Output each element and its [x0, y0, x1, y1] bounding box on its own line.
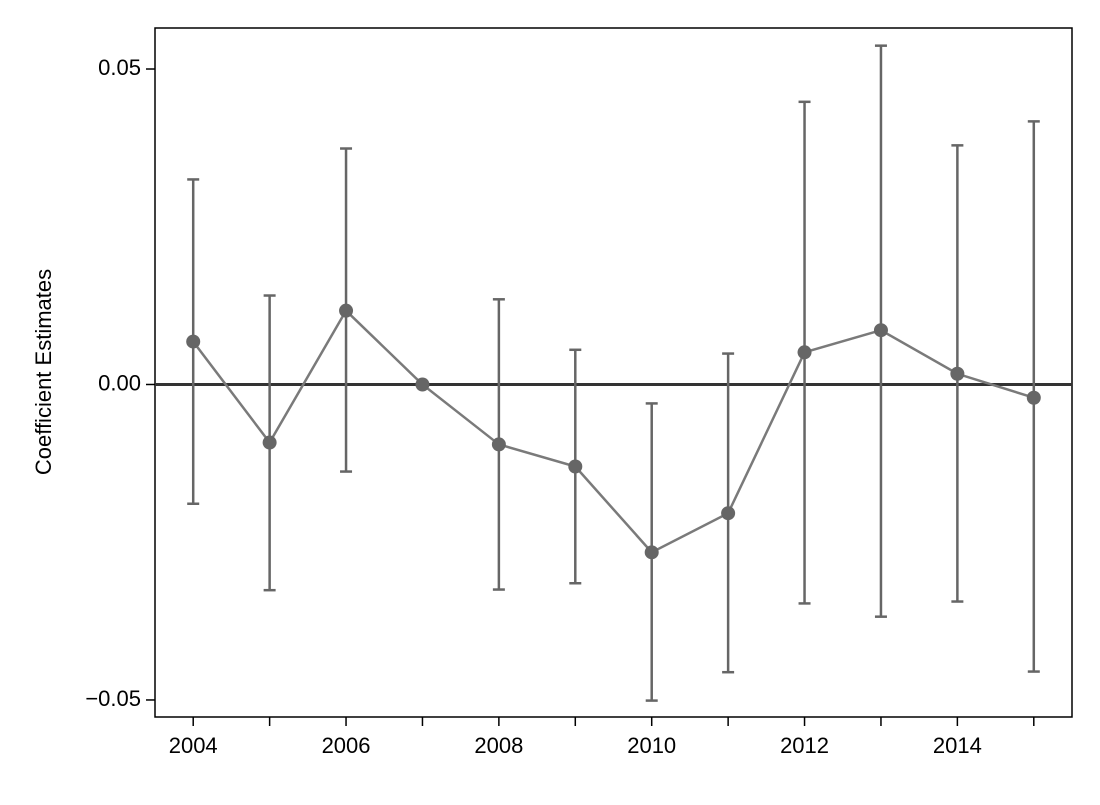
point [1026, 390, 1041, 405]
y-tick-label: −0.05 [85, 686, 141, 711]
series-line [192, 308, 1035, 554]
y-tick-label: 0.00 [98, 370, 141, 395]
point [491, 437, 506, 452]
point [950, 366, 965, 381]
point [186, 334, 201, 349]
point [568, 459, 583, 474]
x-tick-label: 2014 [933, 733, 982, 758]
x-tick-label: 2008 [474, 733, 523, 758]
point [262, 435, 277, 450]
x-tick-label: 2006 [322, 733, 371, 758]
y-tick-label: 0.05 [98, 55, 141, 80]
plot-frame [154, 27, 1073, 718]
point [644, 545, 659, 560]
y-axis-label: Coefficient Estimates [31, 269, 56, 475]
point [415, 377, 430, 392]
x-tick-label: 2010 [627, 733, 676, 758]
x-tick-label: 2012 [780, 733, 829, 758]
x-tick-label: 2004 [169, 733, 218, 758]
point [339, 303, 354, 318]
point [797, 345, 812, 360]
point [721, 506, 736, 521]
point [873, 323, 888, 338]
